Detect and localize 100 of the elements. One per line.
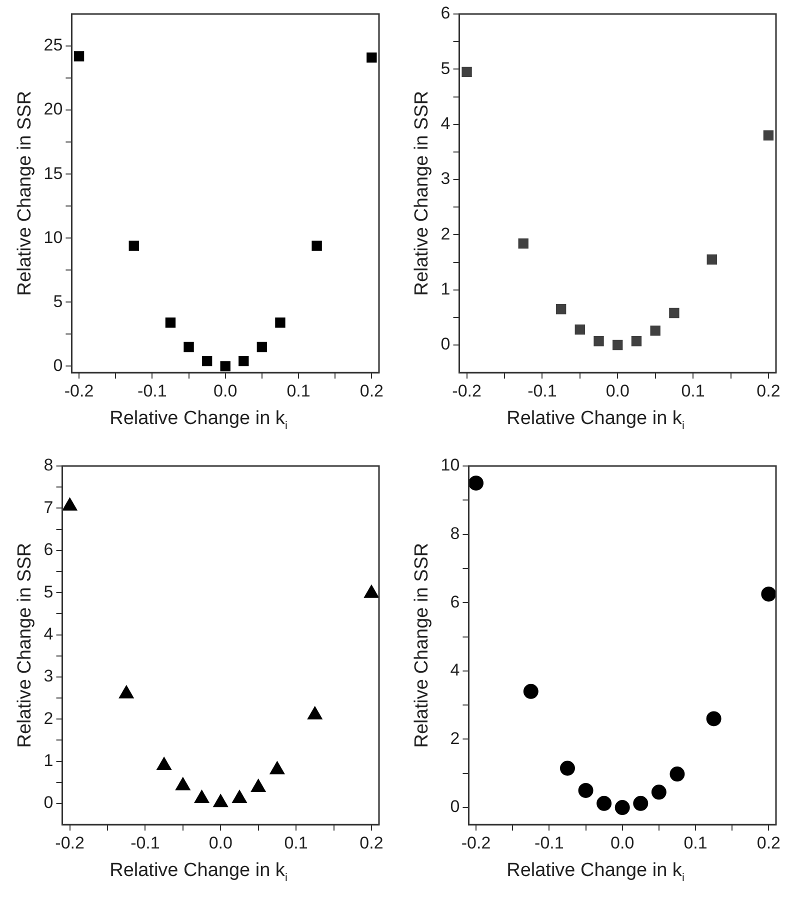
point <box>62 498 78 511</box>
y-tick-label: 7 <box>44 498 54 517</box>
point <box>631 336 642 346</box>
point <box>128 240 139 251</box>
y-tick-label: 5 <box>440 58 450 78</box>
x-axis-title: Relative Change in k$_{i}$ <box>506 860 686 884</box>
point <box>523 684 538 699</box>
y-tick-label: 3 <box>44 666 54 686</box>
y-tick-label: 4 <box>450 660 460 680</box>
y-tick-label: 8 <box>450 524 460 543</box>
y-tick-label: 1 <box>44 751 54 770</box>
point <box>614 800 630 816</box>
point <box>578 782 594 798</box>
point <box>462 66 472 78</box>
x-tick-label: -0.1 <box>528 381 557 400</box>
x-tick-label: 0.0 <box>610 833 634 852</box>
y-tick-label: 5 <box>53 292 63 311</box>
y-tick-label: 4 <box>440 114 450 134</box>
x-tick-label: 0.2 <box>756 381 780 400</box>
point <box>275 318 286 328</box>
point <box>175 777 190 790</box>
point <box>612 340 623 350</box>
y-tick-label: 0 <box>44 793 54 812</box>
y-axis-title: Relative Change in SSR <box>14 90 36 296</box>
point <box>256 342 268 352</box>
point <box>594 336 604 346</box>
point <box>366 52 377 63</box>
point <box>213 794 228 808</box>
point <box>220 361 230 372</box>
y-axis-title: Relative Change in SSR <box>412 90 433 296</box>
point <box>761 586 776 602</box>
y-tick-label: 4 <box>44 624 54 644</box>
y-tick-label: 10 <box>440 456 460 475</box>
point <box>763 130 774 140</box>
x-tick-label: 0.1 <box>286 381 310 400</box>
point <box>165 318 176 328</box>
y-tick-label: 2 <box>44 708 54 728</box>
y-tick-label: 0 <box>450 797 460 816</box>
y-tick-label: 8 <box>44 456 54 475</box>
point <box>596 796 612 811</box>
x-tick-label: 0.0 <box>606 381 630 400</box>
point <box>307 706 322 720</box>
point <box>633 796 648 811</box>
x-tick-label: 0.1 <box>284 833 308 852</box>
point <box>238 356 249 366</box>
y-tick-label: 6 <box>44 540 54 560</box>
y-tick-label: 5 <box>44 582 54 602</box>
point <box>74 51 84 62</box>
y-tick-label: 10 <box>44 228 63 247</box>
point <box>468 476 484 491</box>
point <box>670 766 685 782</box>
x-tick-label: -0.2 <box>55 833 84 852</box>
y-tick-label: 1 <box>440 280 450 299</box>
x-tick-label: -0.1 <box>534 833 564 852</box>
point <box>232 790 247 803</box>
y-tick-label: 6 <box>440 4 450 23</box>
x-tick-label: 0.0 <box>208 833 232 852</box>
x-tick-label: 0.1 <box>684 833 708 852</box>
x-tick-label: -0.2 <box>64 381 94 400</box>
point <box>560 760 575 776</box>
x-axis-title: Relative Change in k$_{i}$ <box>108 408 288 432</box>
y-axis-title: Relative Change in SSR <box>412 542 433 748</box>
point <box>706 254 717 265</box>
point <box>364 584 379 598</box>
x-tick-label: -0.2 <box>461 833 491 852</box>
x-axis-title: Relative Change in k$_{i}$ <box>108 860 288 884</box>
point <box>650 326 660 336</box>
y-tick-label: 0 <box>440 334 450 354</box>
x-tick-label: 0.2 <box>756 833 781 852</box>
y-tick-label: 15 <box>44 164 63 183</box>
point <box>556 304 566 314</box>
point <box>651 784 666 800</box>
y-tick-label: 25 <box>44 36 63 55</box>
x-tick-label: 0.2 <box>360 833 384 852</box>
y-tick-label: 2 <box>450 728 460 748</box>
x-tick-label: 0.2 <box>360 381 384 400</box>
x-tick-label: -0.1 <box>130 833 160 852</box>
point <box>156 757 172 770</box>
point <box>250 778 266 792</box>
x-tick-label: 0.0 <box>214 381 238 400</box>
y-axis-title: Relative Change in SSR <box>14 542 36 748</box>
y-tick-label: 0 <box>53 356 63 375</box>
y-tick-label: 20 <box>44 100 63 119</box>
point <box>202 356 212 366</box>
point <box>194 790 210 803</box>
point <box>669 308 680 318</box>
y-tick-label: 2 <box>440 224 450 244</box>
y-tick-label: 6 <box>450 592 460 612</box>
point <box>184 342 194 352</box>
x-tick-label: 0.1 <box>681 381 705 400</box>
point <box>518 238 528 249</box>
point <box>312 240 322 251</box>
x-tick-label: -0.1 <box>138 381 167 400</box>
point <box>574 324 586 335</box>
x-axis-title: Relative Change in k$_{i}$ <box>506 408 686 432</box>
point <box>270 761 285 774</box>
point <box>118 685 134 698</box>
x-tick-label: -0.2 <box>452 381 482 400</box>
y-tick-label: 3 <box>440 169 450 188</box>
point <box>706 711 722 726</box>
